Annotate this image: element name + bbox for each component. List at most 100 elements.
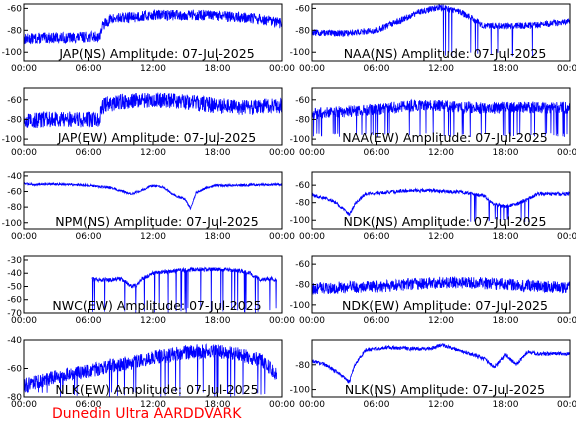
panel-title: JAP(NS) Amplitude: 07-Jul-2025: [58, 46, 254, 61]
y-tick-label: -100: [2, 48, 23, 58]
x-tick-label: 00:00: [299, 64, 325, 74]
amplitude-trace: [24, 92, 282, 129]
x-tick-label: 00:00: [299, 316, 325, 326]
x-tick-label: 00:00: [557, 148, 576, 158]
amplitude-trace: [312, 4, 570, 57]
x-tick-label: 00:00: [11, 400, 37, 410]
y-tick-label: -60: [295, 260, 310, 270]
y-tick-label: -60: [7, 96, 22, 106]
x-tick-label: 12:00: [428, 64, 454, 74]
x-tick-label: 18:00: [493, 64, 519, 74]
amplitude-trace: [24, 9, 282, 45]
amplitude-panel: -100 -80 00:00 06:00 12:00 18:00 00:00 NLK(NS) …: [290, 339, 576, 410]
x-tick-label: 00:00: [269, 316, 295, 326]
x-tick-label: 12:00: [428, 400, 454, 410]
x-tick-label: 12:00: [140, 400, 166, 410]
x-tick-label: 12:00: [140, 316, 166, 326]
amplitude-trace: [91, 266, 277, 313]
y-tick-label: -60: [295, 4, 310, 14]
y-tick-label: -100: [290, 216, 311, 226]
amplitude-panel: -100 -80 -60 00:00 06:00 12:00 18:00 00:00 NAA(E…: [290, 87, 576, 158]
y-tick-label: -100: [290, 301, 311, 311]
x-tick-label: 00:00: [269, 232, 295, 242]
y-tick-label: -100: [290, 135, 311, 145]
amplitude-panel: -100 -80 -60 00:00 06:00 12:00 18:00 00:00 JAP(E…: [2, 87, 295, 158]
x-tick-label: 00:00: [11, 232, 37, 242]
x-tick-label: 06:00: [76, 400, 102, 410]
y-tick-label: -60: [7, 4, 22, 14]
x-tick-label: 00:00: [269, 400, 295, 410]
x-tick-label: 18:00: [205, 232, 231, 242]
x-tick-label: 00:00: [269, 64, 295, 74]
x-tick-label: 06:00: [76, 316, 102, 326]
panel-title: NAA(EW) Amplitude: 07-Jul-2025: [342, 130, 548, 145]
x-tick-label: 00:00: [557, 64, 576, 74]
y-tick-label: -40: [7, 336, 22, 346]
x-tick-label: 12:00: [428, 316, 454, 326]
panel-title: NAA(NS) Amplitude: 07-Jul-2025: [344, 46, 547, 61]
amplitude-panel: -80 -60 -40 00:00 06:00 12:00 18:00 00:00 NLK(EW…: [7, 336, 295, 410]
y-tick-label: -100: [2, 135, 23, 145]
y-tick-label: -100: [2, 219, 23, 229]
x-tick-label: 00:00: [269, 148, 295, 158]
y-tick-label: -40: [7, 172, 22, 182]
y-tick-label: -60: [295, 181, 310, 191]
y-tick-label: -40: [7, 269, 22, 279]
x-tick-label: 00:00: [299, 148, 325, 158]
x-tick-label: 00:00: [557, 400, 576, 410]
panel-title: NLK(NS) Amplitude: 07-Jul-2025: [345, 382, 545, 397]
amplitude-panel: -70 -60 -50 -40 -30 00:00 06:00 12:00 18:00 00:00…: [7, 255, 295, 326]
y-tick-label: -60: [295, 96, 310, 106]
y-tick-label: -60: [7, 365, 22, 375]
panel-title: NPM(NS) Amplitude: 07-Jul-2025: [55, 214, 258, 229]
x-tick-label: 06:00: [364, 148, 390, 158]
panel-title: NDK(NS) Amplitude: 07-Jul-2025: [344, 214, 547, 229]
panel-title: NDK(EW) Amplitude: 07-Jul-2025: [342, 298, 548, 313]
y-tick-label: -70: [7, 309, 22, 319]
y-tick-label: -80: [295, 361, 310, 371]
x-tick-label: 18:00: [493, 400, 519, 410]
y-tick-label: -60: [7, 188, 22, 198]
y-tick-label: -80: [7, 115, 22, 125]
x-tick-label: 06:00: [76, 232, 102, 242]
amplitude-trace: [24, 181, 282, 211]
y-tick-label: -60: [7, 296, 22, 306]
amplitude-trace: [312, 276, 570, 295]
x-tick-label: 00:00: [557, 316, 576, 326]
amplitude-panel: -100 -80 -60 00:00 06:00 12:00 18:00 00:00 NDK(E…: [290, 255, 576, 326]
y-tick-label: -80: [7, 26, 22, 36]
amplitude-trace: [312, 187, 570, 223]
x-tick-label: 00:00: [11, 316, 37, 326]
x-tick-label: 06:00: [76, 64, 102, 74]
x-tick-label: 06:00: [364, 400, 390, 410]
amplitude-panel: -100 -80 -60 00:00 06:00 12:00 18:00 00:00 JAP(N…: [2, 3, 295, 74]
panel-title: NWC(EW) Amplitude: 07-Jul-2025: [52, 298, 261, 313]
x-tick-label: 18:00: [205, 148, 231, 158]
x-tick-label: 12:00: [140, 64, 166, 74]
x-tick-label: 18:00: [205, 316, 231, 326]
x-tick-label: 18:00: [493, 232, 519, 242]
x-tick-label: 06:00: [76, 148, 102, 158]
y-tick-label: -80: [295, 199, 310, 209]
amplitude-panel: -100 -80 -60 00:00 06:00 12:00 18:00 00:00 NAA(N…: [290, 3, 576, 74]
x-tick-label: 00:00: [299, 232, 325, 242]
y-tick-label: -100: [290, 386, 311, 396]
y-tick-label: -30: [7, 256, 22, 266]
x-tick-label: 00:00: [11, 148, 37, 158]
amplitude-panel: -100 -80 -60 00:00 06:00 12:00 18:00 00:00 NDK(N…: [290, 171, 576, 242]
amplitude-panel: -100 -80 -60 -40 00:00 06:00 12:00 18:00 00:00 NP…: [2, 171, 295, 242]
x-tick-label: 12:00: [428, 232, 454, 242]
x-tick-label: 18:00: [205, 64, 231, 74]
x-tick-label: 00:00: [557, 232, 576, 242]
amplitude-trace: [24, 343, 277, 397]
y-tick-label: -50: [7, 282, 22, 292]
y-tick-label: -80: [295, 281, 310, 291]
amplitude-trace: [312, 98, 570, 138]
y-tick-label: -80: [7, 203, 22, 213]
y-tick-label: -100: [290, 48, 311, 58]
x-tick-label: 06:00: [364, 316, 390, 326]
y-tick-label: -80: [295, 115, 310, 125]
x-tick-label: 12:00: [140, 148, 166, 158]
x-tick-label: 12:00: [140, 232, 166, 242]
